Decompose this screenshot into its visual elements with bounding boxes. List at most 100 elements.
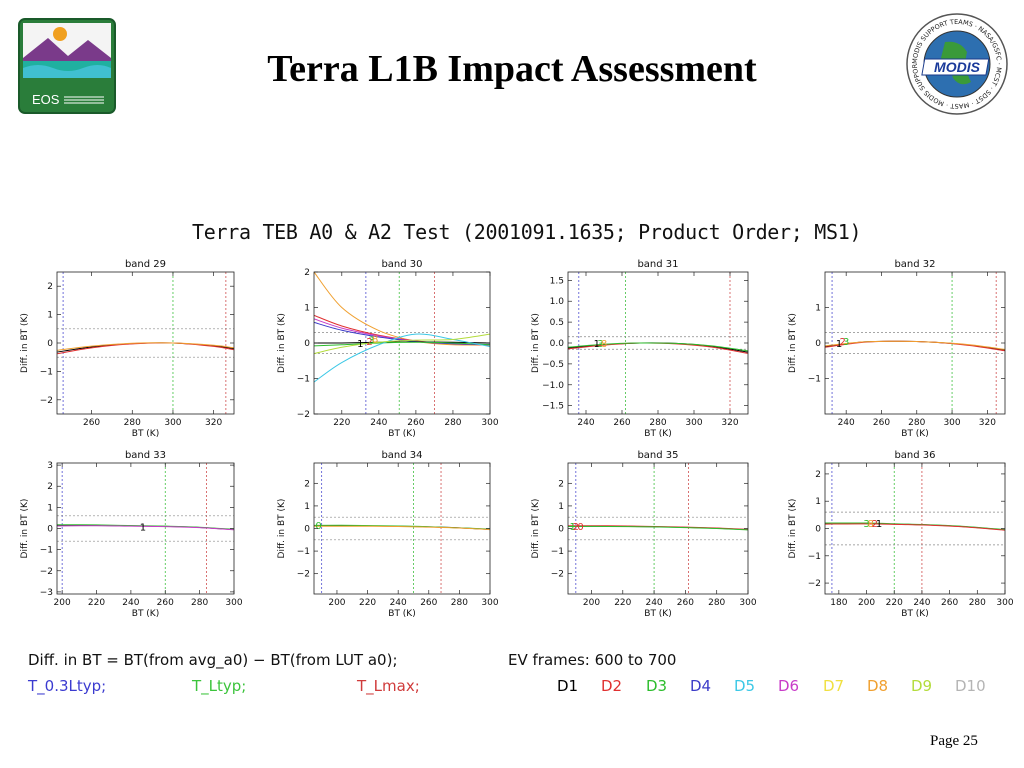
x-tick-label: 220: [359, 598, 376, 608]
series-line: [825, 523, 1005, 531]
panel-title: band 32: [894, 259, 935, 270]
panel-plot-area: 1 238: [314, 272, 490, 414]
series-line: [568, 525, 748, 531]
series-line: [314, 333, 490, 383]
y-tick-label: −1: [808, 552, 821, 562]
panel-band-33: band 33 1 200 220 240 260 280 300 −3 −2 −1 0 1 2 3 BT (…: [20, 450, 243, 619]
x-axis-label: BT (K): [644, 609, 671, 619]
y-tick-label: 2: [815, 470, 821, 480]
panel-plot-area: [57, 272, 234, 414]
y-tick-label: 1: [558, 502, 564, 512]
panel-title: band 36: [894, 450, 935, 461]
detector-marker: 8: [868, 519, 874, 530]
series-line: [314, 333, 490, 355]
legend-detector-d6: D6: [778, 677, 800, 695]
x-tick-label: 260: [157, 598, 174, 608]
legend-detector-d1: D1: [557, 677, 579, 695]
y-tick-label: 2: [558, 479, 564, 489]
figure-title: Terra TEB A0 & A2 Test (2001091.1635; Pr…: [192, 220, 862, 244]
panel-title: band 30: [381, 259, 422, 270]
series-line: [825, 340, 1005, 350]
x-axis-label: BT (K): [132, 429, 159, 439]
modis-logo-text: MODIS: [934, 59, 981, 75]
detector-marker: 1: [357, 339, 363, 350]
y-axis-label: Diff. in BT (K): [531, 499, 541, 559]
x-tick-label: 280: [444, 418, 461, 428]
y-tick-label: 2: [304, 268, 310, 278]
legend-detector-d5: D5: [734, 677, 756, 695]
panel-plot-area: 1: [57, 463, 234, 594]
x-tick-label: 300: [481, 418, 498, 428]
x-tick-label: 300: [164, 418, 181, 428]
panel-title: band 29: [125, 259, 166, 270]
legend-detector-d8: D8: [867, 677, 889, 695]
panel-title: band 35: [637, 450, 678, 461]
detector-marker: 1: [594, 339, 600, 350]
y-tick-label: 0: [304, 339, 310, 349]
x-tick-label: 200: [583, 598, 600, 608]
x-tick-label: 300: [943, 418, 960, 428]
x-tick-label: 180: [830, 598, 847, 608]
y-tick-label: 0: [47, 525, 53, 535]
y-axis-label: Diff. in BT (K): [788, 499, 798, 559]
x-axis-label: BT (K): [901, 609, 928, 619]
y-tick-label: −1: [297, 375, 310, 385]
y-tick-label: 1: [304, 304, 310, 314]
x-tick-label: 280: [649, 418, 666, 428]
y-tick-label: 1: [304, 502, 310, 512]
detector-marker: 1: [140, 522, 146, 533]
page-number: Page 25: [930, 733, 978, 749]
panel-title: band 34: [381, 450, 422, 461]
x-tick-label: 200: [54, 598, 71, 608]
legend-detector-d7: D7: [823, 677, 845, 695]
y-tick-label: 0: [815, 339, 821, 349]
detector-marker: 1: [836, 339, 842, 350]
legend-detector-d9: D9: [911, 677, 933, 695]
y-tick-label: −1: [297, 547, 310, 557]
y-tick-label: −2: [297, 410, 310, 420]
footnote-formula: Diff. in BT = BT(from avg_a0) − BT(from …: [28, 651, 398, 669]
x-tick-label: 260: [420, 598, 437, 608]
x-tick-label: 260: [941, 598, 958, 608]
y-tick-label: −2: [551, 570, 564, 580]
legend-detector-d4: D4: [690, 677, 712, 695]
y-tick-label: −1: [551, 547, 564, 557]
x-tick-label: 240: [577, 418, 594, 428]
y-axis-label: Diff. in BT (K): [788, 313, 798, 373]
x-tick-label: 320: [205, 418, 222, 428]
x-tick-label: 240: [838, 418, 855, 428]
y-tick-label: −2: [297, 570, 310, 580]
y-tick-label: 2: [47, 482, 53, 492]
x-tick-label: 280: [969, 598, 986, 608]
y-tick-label: 2: [304, 479, 310, 489]
series-line: [314, 272, 490, 346]
x-tick-label: 220: [88, 598, 105, 608]
y-tick-label: 3: [47, 461, 53, 471]
y-tick-label: 0: [304, 525, 310, 535]
x-tick-label: 300: [481, 598, 498, 608]
x-tick-label: 200: [858, 598, 875, 608]
x-tick-label: 280: [191, 598, 208, 608]
x-tick-label: 260: [873, 418, 890, 428]
panel-plot-area: 120: [568, 463, 748, 594]
eos-logo-text: EOS: [32, 92, 60, 107]
x-tick-label: 240: [645, 598, 662, 608]
x-axis-label: BT (K): [644, 429, 671, 439]
y-tick-label: 0.5: [550, 318, 564, 328]
y-tick-label: 0: [815, 525, 821, 535]
y-tick-label: −1: [40, 546, 53, 556]
x-tick-label: 240: [122, 598, 139, 608]
x-tick-label: 260: [83, 418, 100, 428]
detector-marker: 3: [597, 339, 603, 350]
y-tick-label: 1: [47, 503, 53, 513]
y-tick-label: −1.5: [542, 402, 564, 412]
series-line: [57, 525, 234, 531]
y-tick-label: −1: [808, 375, 821, 385]
x-axis-label: BT (K): [388, 429, 415, 439]
x-axis-label: BT (K): [901, 429, 928, 439]
series-line: [314, 321, 490, 345]
y-axis-label: Diff. in BT (K): [531, 313, 541, 373]
